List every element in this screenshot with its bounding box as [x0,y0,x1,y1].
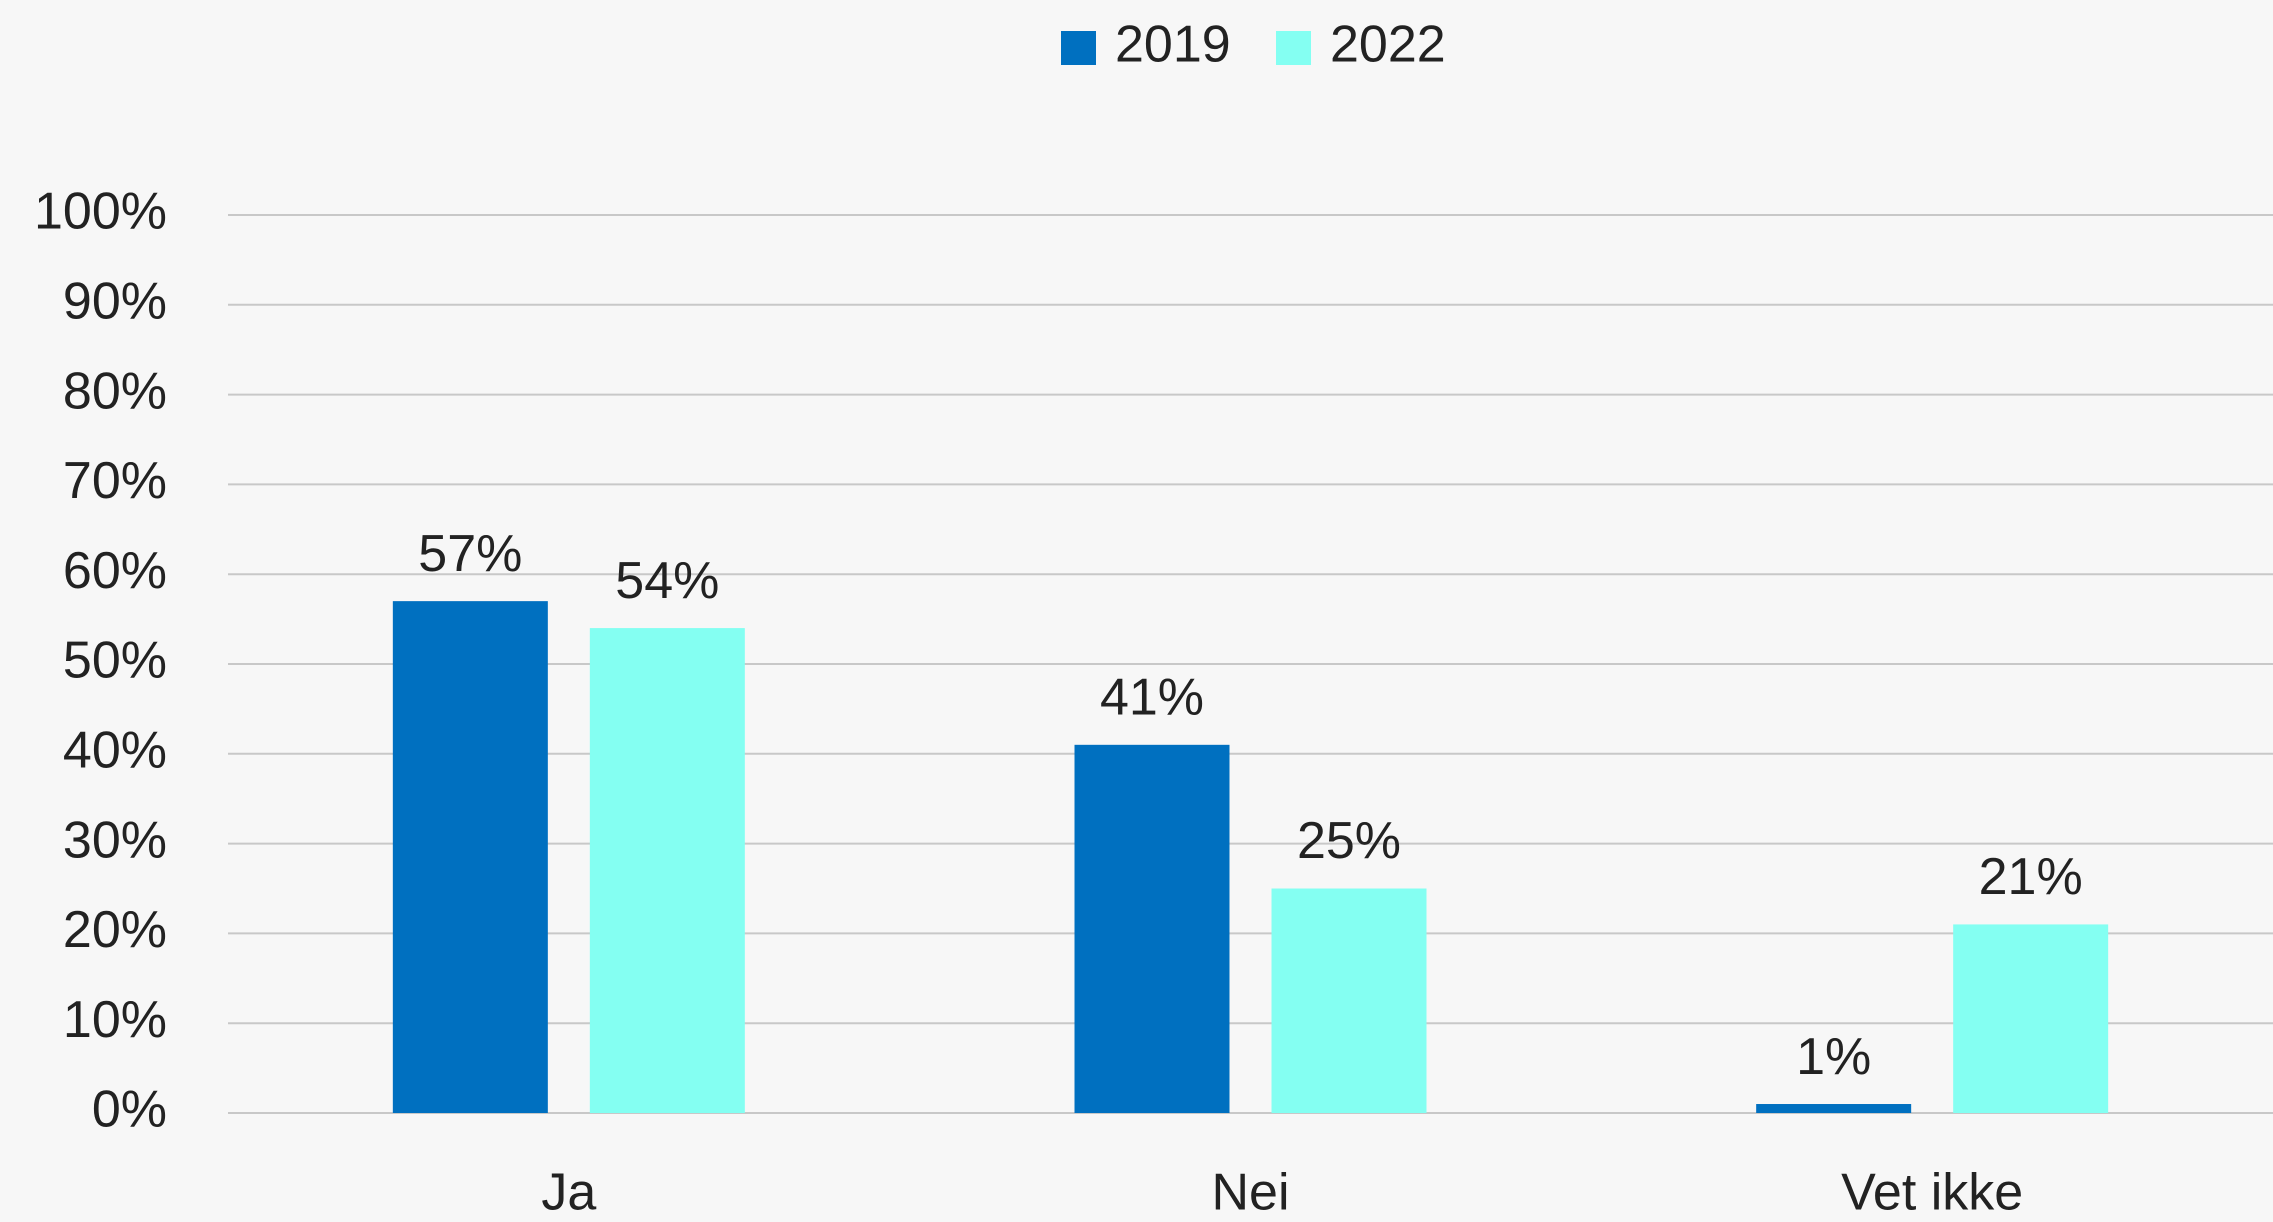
value-label: 21% [1979,848,2083,906]
bar [1074,744,1230,1113]
bar [1756,1104,1912,1113]
bar [1953,924,2109,1113]
legend-swatch [1061,31,1096,65]
bar [392,601,548,1113]
value-label: 41% [1100,669,1204,727]
y-tick-label: 80% [63,362,167,420]
y-tick-label: 50% [63,632,167,690]
bar [1271,888,1427,1113]
legend-label: 2022 [1330,16,1446,74]
value-label: 57% [418,525,522,583]
x-tick-label: Ja [541,1164,596,1222]
x-tick-label: Vet ikke [1841,1164,2023,1222]
value-label: 54% [615,552,719,610]
y-tick-label: 40% [63,722,167,780]
y-tick-label: 30% [63,811,167,869]
y-tick-label: 10% [63,991,167,1049]
legend-label: 2019 [1115,16,1231,74]
legend-swatch [1276,31,1311,65]
y-tick-label: 60% [63,542,167,600]
y-tick-label: 0% [92,1081,167,1139]
y-tick-label: 100% [34,183,167,241]
x-tick-label: Nei [1211,1164,1289,1222]
value-label: 25% [1297,812,1401,870]
y-tick-label: 70% [63,452,167,510]
bar [589,628,745,1113]
y-tick-label: 20% [63,901,167,959]
y-tick-label: 90% [63,273,167,331]
value-label: 1% [1796,1028,1871,1086]
